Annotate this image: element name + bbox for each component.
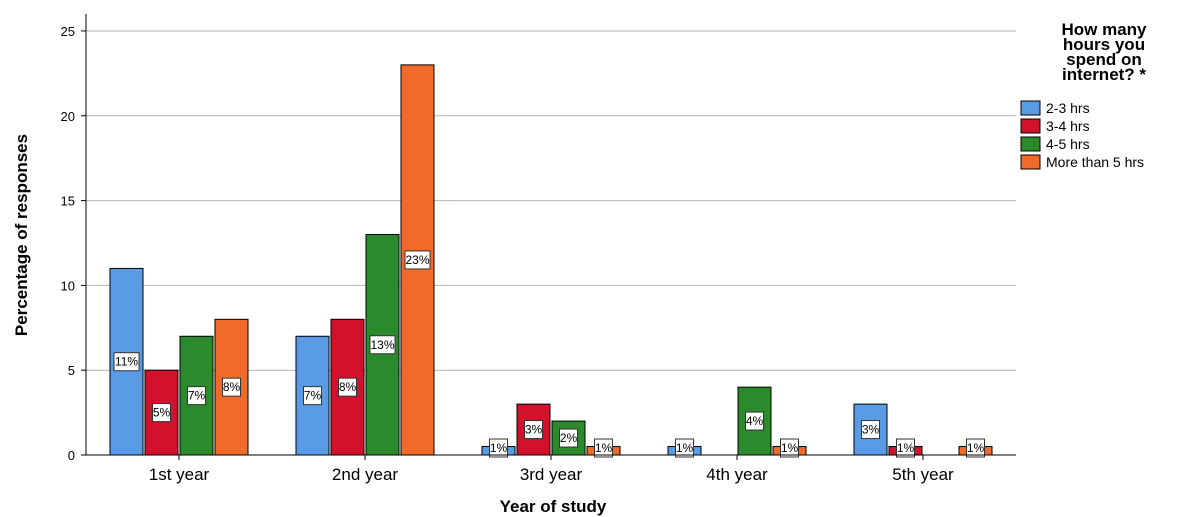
- x-tick-label: 5th year: [892, 465, 954, 484]
- gridlines: [86, 30, 1016, 371]
- data-label-box: [404, 250, 431, 270]
- y-tick-label: 25: [61, 24, 75, 39]
- legend-label: 3-4 hrs: [1046, 118, 1090, 134]
- data-label-box: [524, 420, 543, 440]
- data-label-box: [113, 352, 140, 372]
- data-label: 8%: [223, 380, 241, 394]
- data-label: 3%: [525, 423, 543, 437]
- legend-title: hours you: [1063, 35, 1145, 54]
- data-label: 4%: [746, 414, 764, 428]
- legend-swatch: [1020, 118, 1041, 134]
- x-tick-label: 1st year: [149, 465, 210, 484]
- y-tick-label: 5: [68, 363, 75, 378]
- legend-swatch: [1020, 154, 1041, 170]
- data-label-box: [338, 377, 357, 397]
- x-tick-label: 2nd year: [332, 465, 398, 484]
- data-label: 1%: [897, 441, 915, 455]
- legend-swatch: [1020, 100, 1041, 116]
- data-label: 5%: [153, 406, 171, 420]
- data-label: 11%: [115, 355, 138, 369]
- data-label-box: [187, 386, 206, 406]
- data-label: 23%: [405, 253, 429, 267]
- x-axis-title: Year of study: [500, 497, 607, 516]
- axes: 0 5 10 15 20 25 1st year 2nd year 3rd year 4th ye…: [61, 14, 1016, 484]
- data-label-box: [896, 438, 915, 458]
- data-label: 1%: [781, 441, 799, 455]
- legend-title: How many: [1061, 20, 1147, 39]
- x-tick-label: 4th year: [706, 465, 768, 484]
- data-label-box: [675, 438, 694, 458]
- bars: [109, 64, 993, 456]
- data-label-box: [489, 438, 508, 458]
- legend-label: More than 5 hrs: [1046, 154, 1144, 170]
- data-label-box: [303, 386, 322, 406]
- data-label-box: [369, 335, 396, 355]
- data-label: 1%: [595, 441, 613, 455]
- data-label: 2%: [560, 431, 578, 445]
- legend-title: spend on: [1066, 50, 1142, 69]
- x-tick-label: 3rd year: [520, 465, 583, 484]
- data-label-box: [966, 438, 985, 458]
- data-label-box: [745, 411, 764, 431]
- data-label: 1%: [967, 441, 985, 455]
- data-label: 7%: [188, 389, 206, 403]
- data-label: 13%: [370, 338, 394, 352]
- data-label: 3%: [862, 423, 880, 437]
- y-tick-label: 15: [61, 194, 75, 209]
- data-labels: 11% 5% 7% 8% 7% 8% 13% 23% 1% 3% 2% 1% 1% 4% 1% 3% 1% 1%: [113, 250, 985, 458]
- y-tick-label: 10: [61, 278, 75, 293]
- y-axis-title: Percentage of responses: [12, 134, 31, 336]
- data-label-box: [594, 438, 613, 458]
- data-label-box: [559, 428, 578, 448]
- legend-title: internet? *: [1062, 65, 1146, 84]
- data-label-box: [152, 403, 171, 423]
- legend-label: 2-3 hrs: [1046, 100, 1090, 116]
- data-label: 8%: [339, 380, 357, 394]
- legend-swatch: [1020, 136, 1041, 152]
- y-tick-label: 0: [68, 448, 75, 463]
- data-label: 1%: [490, 441, 508, 455]
- data-label-box: [222, 377, 241, 397]
- y-tick-label: 20: [61, 109, 75, 124]
- data-label: 1%: [676, 441, 694, 455]
- legend-label: 4-5 hrs: [1046, 136, 1090, 152]
- data-label-box: [780, 438, 799, 458]
- data-label: 7%: [304, 389, 322, 403]
- data-label-box: [861, 420, 880, 440]
